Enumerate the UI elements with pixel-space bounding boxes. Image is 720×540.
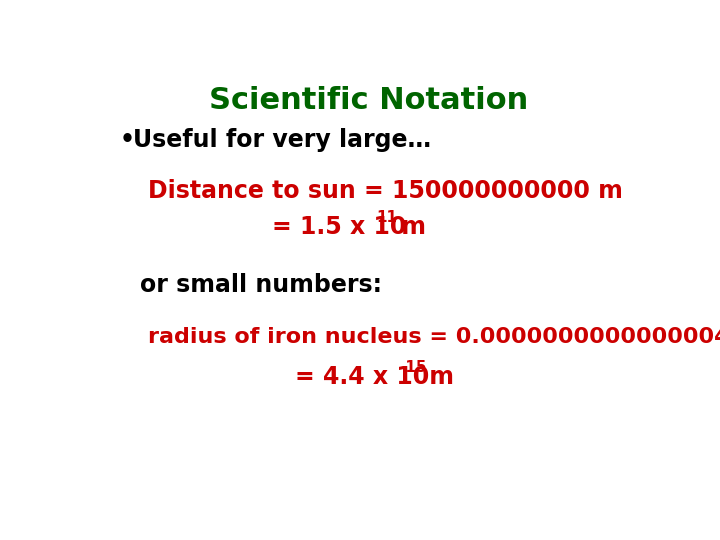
Text: -15: -15	[400, 360, 427, 375]
Text: m: m	[392, 215, 426, 239]
Text: 11: 11	[377, 210, 397, 225]
Text: m: m	[420, 365, 454, 389]
Text: Scientific Notation: Scientific Notation	[210, 86, 528, 116]
Text: Useful for very large…: Useful for very large…	[132, 128, 431, 152]
Text: radius of iron nucleus = 0.00000000000000044 m: radius of iron nucleus = 0.0000000000000…	[148, 327, 720, 347]
Text: •: •	[120, 128, 135, 152]
Text: Distance to sun = 150000000000 m: Distance to sun = 150000000000 m	[148, 179, 623, 202]
Text: or small numbers:: or small numbers:	[140, 273, 382, 296]
Text: = 1.5 x 10: = 1.5 x 10	[272, 215, 407, 239]
Text: = 4.4 x 10: = 4.4 x 10	[295, 365, 430, 389]
